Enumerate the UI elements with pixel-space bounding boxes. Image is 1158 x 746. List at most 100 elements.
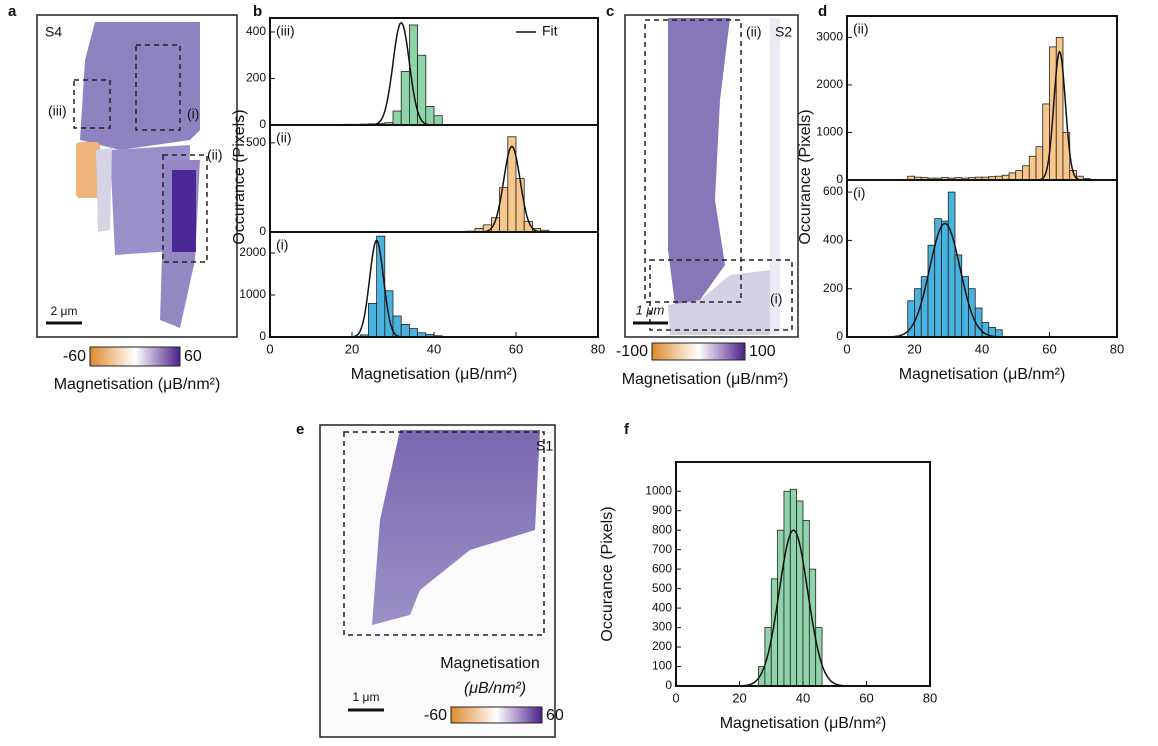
x-axis-label: Magnetisation (μB/nm²) bbox=[899, 366, 1066, 383]
y-axis-label: Occurance (Pixels) bbox=[797, 109, 814, 244]
bar bbox=[1022, 165, 1030, 181]
y-tick-label: 400 bbox=[246, 24, 266, 38]
bar bbox=[802, 520, 810, 687]
colorbar-max: 60 bbox=[184, 348, 202, 365]
bar bbox=[1028, 155, 1037, 181]
region-label: (i) bbox=[187, 106, 199, 122]
axes-frame bbox=[269, 124, 599, 233]
y-tick-label: 0 bbox=[259, 329, 266, 343]
bar bbox=[954, 254, 963, 338]
bar bbox=[425, 105, 435, 126]
bar bbox=[796, 500, 804, 687]
bar bbox=[920, 276, 929, 338]
colorbar-min: -60 bbox=[424, 707, 447, 724]
y-tick-label: 1000 bbox=[239, 287, 266, 301]
y-tick-label: 0 bbox=[665, 678, 672, 692]
scale-bar-label: 1 μm bbox=[636, 302, 665, 317]
x-tick-label: 20 bbox=[732, 690, 746, 705]
bar bbox=[400, 323, 410, 338]
axes-frame bbox=[269, 231, 599, 338]
fit-curve bbox=[270, 239, 598, 338]
y-tick-label: 2000 bbox=[239, 245, 266, 259]
panel-label: b bbox=[253, 3, 262, 20]
x-tick-label: 0 bbox=[266, 341, 273, 356]
y-tick-label: 0 bbox=[259, 117, 266, 131]
panel-label: e bbox=[296, 421, 304, 438]
colorbar-label: Magnetisation (μB/nm²) bbox=[622, 371, 789, 388]
axes-frame bbox=[846, 15, 1118, 181]
sample-label: S1 bbox=[536, 438, 553, 454]
sample-label: S4 bbox=[45, 24, 62, 40]
colorbar-min: -60 bbox=[63, 348, 86, 365]
panel-label: c bbox=[606, 3, 614, 20]
image-c: S2 (ii) (i) 1 μm -100 100 Magnetisation … bbox=[616, 14, 799, 388]
y-tick-label: 2000 bbox=[816, 77, 843, 91]
colorbar-max: 100 bbox=[749, 343, 776, 360]
y-tick-label: 0 bbox=[836, 172, 843, 186]
colorbar-max: 60 bbox=[546, 707, 564, 724]
x-tick-label: 40 bbox=[975, 341, 989, 356]
x-tick-label: 60 bbox=[509, 341, 523, 356]
bar bbox=[789, 488, 798, 687]
x-axis-label: Magnetisation (μB/nm²) bbox=[351, 366, 518, 383]
bar bbox=[367, 302, 377, 338]
y-axis-label: Occurance (Pixels) bbox=[231, 109, 248, 244]
bar bbox=[808, 568, 817, 687]
colorbar-label: Magnetisation (μB/nm²) bbox=[54, 376, 221, 393]
y-tick-label: 200 bbox=[246, 71, 266, 85]
y-tick-label: 600 bbox=[652, 561, 672, 575]
region-label: (iii) bbox=[48, 103, 67, 119]
fit-curve bbox=[270, 145, 598, 233]
bar bbox=[1035, 146, 1044, 181]
bar bbox=[777, 529, 785, 687]
bar bbox=[783, 490, 791, 687]
panel-label: f bbox=[624, 421, 630, 438]
bar bbox=[515, 178, 525, 233]
image-e: S1 Magnetisation (μB/nm²) -60 60 1 μm bbox=[319, 424, 564, 738]
sample-label: S2 bbox=[775, 24, 792, 40]
bar bbox=[961, 276, 969, 338]
annotation: (ii) bbox=[276, 130, 292, 146]
scale-bar-label: 1 μm bbox=[353, 690, 380, 704]
annotation: (i) bbox=[853, 185, 865, 201]
x-tick-label: 80 bbox=[591, 341, 605, 356]
annotation: (iii) bbox=[276, 23, 295, 39]
bar bbox=[947, 191, 956, 338]
scale-bar-label: 2 μm bbox=[51, 304, 78, 318]
y-tick-label: 100 bbox=[652, 659, 672, 673]
y-tick-label: 700 bbox=[652, 542, 672, 556]
region-label: (ii) bbox=[207, 147, 223, 163]
x-tick-label: 60 bbox=[1042, 341, 1056, 356]
bar bbox=[1015, 170, 1023, 181]
y-tick-label: 0 bbox=[259, 224, 266, 238]
bar bbox=[907, 300, 915, 338]
region-label: (ii) bbox=[746, 24, 762, 40]
y-tick-label: 900 bbox=[652, 503, 672, 517]
y-tick-label: 300 bbox=[652, 620, 672, 634]
y-tick-label: 3000 bbox=[816, 30, 843, 44]
x-tick-label: 20 bbox=[345, 341, 359, 356]
colorbar-label: (μB/nm²) bbox=[464, 680, 526, 697]
x-tick-label: 0 bbox=[843, 341, 850, 356]
annotation: (i) bbox=[276, 237, 288, 253]
y-tick-label: 1000 bbox=[816, 125, 843, 139]
bar bbox=[408, 328, 418, 338]
panel-label: a bbox=[8, 3, 17, 20]
y-tick-label: 600 bbox=[823, 184, 843, 198]
colorbar-min: -100 bbox=[616, 343, 648, 360]
legend-label: Fit bbox=[542, 23, 558, 39]
x-tick-label: 20 bbox=[907, 341, 921, 356]
y-axis-label: Occurance (Pixels) bbox=[599, 506, 616, 641]
y-tick-label: 500 bbox=[652, 581, 672, 595]
bar bbox=[1042, 103, 1050, 181]
x-axis-label: Magnetisation (μB/nm²) bbox=[720, 715, 887, 732]
region-label: (i) bbox=[770, 291, 782, 307]
image-a: S4 (iii) (i) (ii) 2 μm -60 60 Magnetisat… bbox=[36, 14, 238, 393]
colorbar-label: Magnetisation bbox=[440, 655, 540, 672]
y-tick-label: 1000 bbox=[645, 483, 672, 497]
bar bbox=[1008, 172, 1017, 181]
bar bbox=[400, 71, 410, 126]
x-tick-label: 40 bbox=[796, 690, 810, 705]
x-tick-label: 40 bbox=[427, 341, 441, 356]
x-tick-label: 60 bbox=[859, 690, 873, 705]
